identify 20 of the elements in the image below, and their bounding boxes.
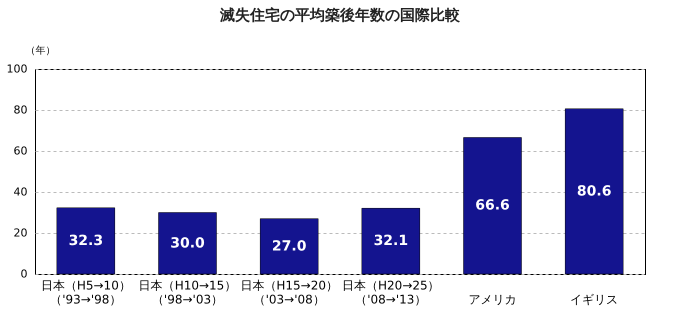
x-tick-label: 日本（H10→15）（'98→'03） (138, 278, 236, 306)
data-label: 66.6 (475, 198, 510, 214)
data-label: 30.0 (170, 235, 206, 252)
y-tick-label: 40 (14, 186, 28, 198)
y-tick-label: 60 (14, 144, 28, 158)
chart-title: 滅失住宅の平均築後年数の国際比較 (219, 6, 461, 24)
x-tick-label: 日本（H15→20）（'03→'08） (240, 278, 338, 306)
y-tick-label: 80 (14, 104, 28, 116)
data-label: 32.1 (374, 233, 408, 250)
x-tick-label: イギリス (570, 292, 618, 306)
y-tick-label: 20 (14, 226, 28, 240)
x-tick-label: アメリカ (468, 292, 516, 306)
data-label: 80.6 (576, 183, 612, 200)
x-tick-label: 日本（H5→10）（'93→'98） (40, 278, 131, 306)
x-tick-label: 日本（H20→25）（'08→'13） (342, 278, 440, 306)
data-label: 27.0 (272, 238, 307, 254)
y-axis-title: （年） (26, 44, 56, 56)
y-tick-label: 0 (20, 268, 28, 280)
y-tick-label: 100 (6, 62, 28, 76)
data-label: 32.3 (68, 232, 104, 249)
